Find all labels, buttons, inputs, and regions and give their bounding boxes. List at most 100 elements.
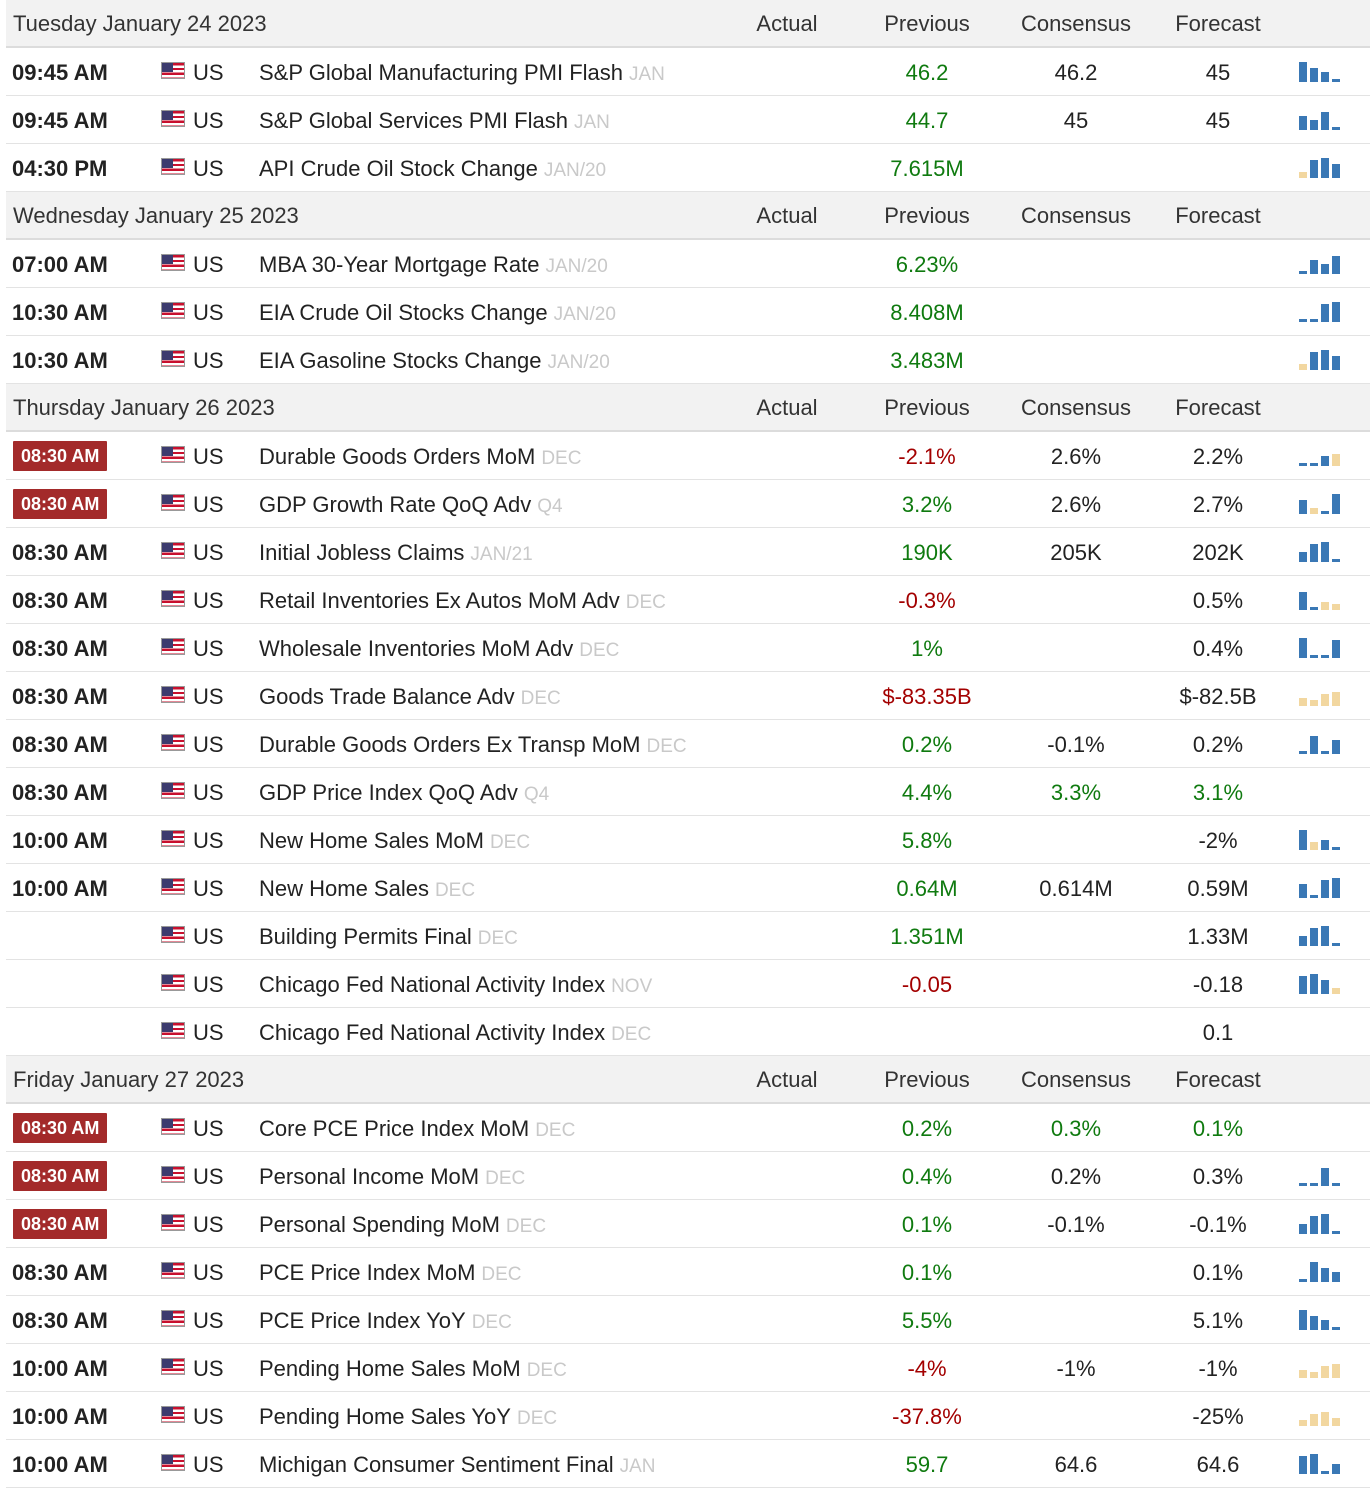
event-row[interactable]: 10:00 AM US Pending Home Sales YoY DEC -37.8… [6,1392,1370,1440]
event-name[interactable]: Durable Goods Orders MoM [259,444,536,469]
event-country[interactable]: US [193,1020,224,1045]
event-name-link[interactable]: GDP Price Index QoQ Adv Q4 [259,780,549,806]
sparkline-chart-icon[interactable] [1298,252,1342,274]
event-row[interactable]: 10:00 AM US Pending Home Sales MoM DEC -4% -1… [6,1344,1370,1392]
event-row[interactable]: 10:30 AM US EIA Crude Oil Stocks Change JAN… [6,288,1370,336]
event-name[interactable]: Michigan Consumer Sentiment Final [259,1452,614,1477]
event-country[interactable]: US [193,780,224,805]
event-country[interactable]: US [193,588,224,613]
event-row[interactable]: 08:30 AM US PCE Price Index YoY DEC 5.5% 5.1% [6,1296,1370,1344]
event-name-link[interactable]: Personal Spending MoM DEC [259,1212,546,1238]
event-name-link[interactable]: EIA Gasoline Stocks Change JAN/20 [259,348,610,374]
sparkline-chart-icon[interactable] [1298,156,1342,178]
sparkline-chart-icon[interactable] [1298,1404,1342,1426]
event-name[interactable]: Pending Home Sales MoM [259,1356,521,1381]
sparkline-chart-icon[interactable] [1298,636,1342,658]
event-name[interactable]: Wholesale Inventories MoM Adv [259,636,574,661]
col-consensus-header[interactable]: Consensus [1020,1067,1132,1092]
sparkline-chart-icon[interactable] [1298,540,1342,562]
event-name-link[interactable]: New Home Sales DEC [259,876,475,902]
col-previous-header[interactable]: Previous [884,11,970,36]
event-country[interactable]: US [193,1164,224,1189]
sparkline-chart-icon[interactable] [1298,108,1342,130]
event-name-link[interactable]: Durable Goods Orders Ex Transp MoM DEC [259,732,687,758]
event-forecast[interactable]: 3.1% [1192,780,1244,805]
event-name[interactable]: Chicago Fed National Activity Index [259,972,606,997]
col-consensus-header[interactable]: Consensus [1020,11,1132,36]
event-name-link[interactable]: Durable Goods Orders MoM DEC [259,444,581,470]
event-name[interactable]: Personal Spending MoM [259,1212,500,1237]
event-name[interactable]: Retail Inventories Ex Autos MoM Adv [259,588,620,613]
event-forecast[interactable]: 0.1% [1192,1260,1244,1285]
event-row[interactable]: 08:30 AM US Retail Inventories Ex Autos Mo… [6,576,1370,624]
event-name-link[interactable]: Personal Income MoM DEC [259,1164,525,1190]
event-row[interactable]: 10:00 AM US New Home Sales MoM DEC 5.8% -2% [6,816,1370,864]
event-name-link[interactable]: Chicago Fed National Activity Index DEC [259,1020,651,1046]
event-row[interactable]: 08:30 AM US GDP Growth Rate QoQ Adv Q4 3.2% 2… [6,480,1370,528]
event-row[interactable]: 10:00 AM US New Home Sales DEC 0.64M 0.614M 0.… [6,864,1370,912]
event-name-link[interactable]: GDP Growth Rate QoQ Adv Q4 [259,492,563,518]
event-row[interactable]: 08:30 AM US PCE Price Index MoM DEC 0.1% 0.1% [6,1248,1370,1296]
event-name[interactable]: Core PCE Price Index MoM [259,1116,530,1141]
col-actual-header[interactable]: Actual [756,203,818,228]
event-name[interactable]: Chicago Fed National Activity Index [259,1020,606,1045]
sparkline-chart-icon[interactable] [1298,444,1342,466]
sparkline-chart-icon[interactable] [1298,828,1342,850]
event-forecast[interactable]: -2% [1198,828,1238,853]
event-forecast[interactable]: -1% [1198,1356,1238,1381]
event-row[interactable]: 08:30 AM US Core PCE Price Index MoM DEC 0.2… [6,1104,1370,1152]
event-name-link[interactable]: Initial Jobless Claims JAN/21 [259,540,533,566]
event-country[interactable]: US [193,972,224,997]
event-name[interactable]: New Home Sales MoM [259,828,484,853]
col-previous-header[interactable]: Previous [884,1067,970,1092]
event-country[interactable]: US [193,1404,224,1429]
event-row[interactable]: US Building Permits Final DEC 1.351M 1.33M [6,912,1370,960]
event-row[interactable]: 04:30 PM US API Crude Oil Stock Change JAN/… [6,144,1370,192]
event-country[interactable]: US [193,684,224,709]
event-name-link[interactable]: Michigan Consumer Sentiment Final JAN [259,1452,656,1478]
event-row[interactable]: 10:00 AM US Michigan Consumer Sentiment Fi… [6,1440,1370,1488]
event-row[interactable]: US Chicago Fed National Activity Index NOV… [6,960,1370,1008]
sparkline-chart-icon[interactable] [1298,348,1342,370]
event-forecast[interactable]: -25% [1192,1404,1244,1429]
col-forecast-header[interactable]: Forecast [1175,11,1261,36]
event-country[interactable]: US [193,636,224,661]
event-name-link[interactable]: Building Permits Final DEC [259,924,518,950]
event-forecast[interactable]: 5.1% [1192,1308,1244,1333]
event-forecast[interactable]: 0.5% [1192,588,1244,613]
event-name[interactable]: New Home Sales [259,876,429,901]
event-row[interactable]: 08:30 AM US Wholesale Inventories MoM Adv D… [6,624,1370,672]
event-row[interactable]: 08:30 AM US Personal Income MoM DEC 0.4% 0.2%… [6,1152,1370,1200]
event-name[interactable]: MBA 30-Year Mortgage Rate [259,252,540,277]
sparkline-chart-icon[interactable] [1298,60,1342,82]
event-country[interactable]: US [193,1356,224,1381]
event-name-link[interactable]: New Home Sales MoM DEC [259,828,530,854]
event-country[interactable]: US [193,876,224,901]
sparkline-chart-icon[interactable] [1298,492,1342,514]
sparkline-chart-icon[interactable] [1298,1260,1342,1282]
event-country[interactable]: US [193,1212,224,1237]
event-name[interactable]: Personal Income MoM [259,1164,480,1189]
col-forecast-header[interactable]: Forecast [1175,395,1261,420]
event-name-link[interactable]: API Crude Oil Stock Change JAN/20 [259,156,606,182]
event-forecast[interactable]: 45 [1205,60,1231,85]
sparkline-chart-icon[interactable] [1298,588,1342,610]
event-country[interactable]: US [193,492,224,517]
event-country[interactable]: US [193,1116,224,1141]
col-forecast-header[interactable]: Forecast [1175,203,1261,228]
event-name-link[interactable]: Retail Inventories Ex Autos MoM Adv DEC [259,588,666,614]
event-row[interactable]: 08:30 AM US GDP Price Index QoQ Adv Q4 4.4% 3… [6,768,1370,816]
col-forecast-header[interactable]: Forecast [1175,1067,1261,1092]
event-forecast[interactable]: 202K [1192,540,1244,565]
event-country[interactable]: US [193,924,224,949]
event-name[interactable]: S&P Global Services PMI Flash [259,108,568,133]
col-consensus-header[interactable]: Consensus [1020,203,1132,228]
event-country[interactable]: US [193,60,224,85]
event-row[interactable]: 08:30 AM US Durable Goods Orders MoM DEC -2.… [6,432,1370,480]
event-row[interactable]: 08:30 AM US Personal Spending MoM DEC 0.1% -0… [6,1200,1370,1248]
sparkline-chart-icon[interactable] [1298,1212,1342,1234]
event-country[interactable]: US [193,828,224,853]
event-row[interactable]: 08:30 AM US Durable Goods Orders Ex Transp… [6,720,1370,768]
event-forecast[interactable]: 0.59M [1187,876,1249,901]
event-name-link[interactable]: Core PCE Price Index MoM DEC [259,1116,575,1142]
